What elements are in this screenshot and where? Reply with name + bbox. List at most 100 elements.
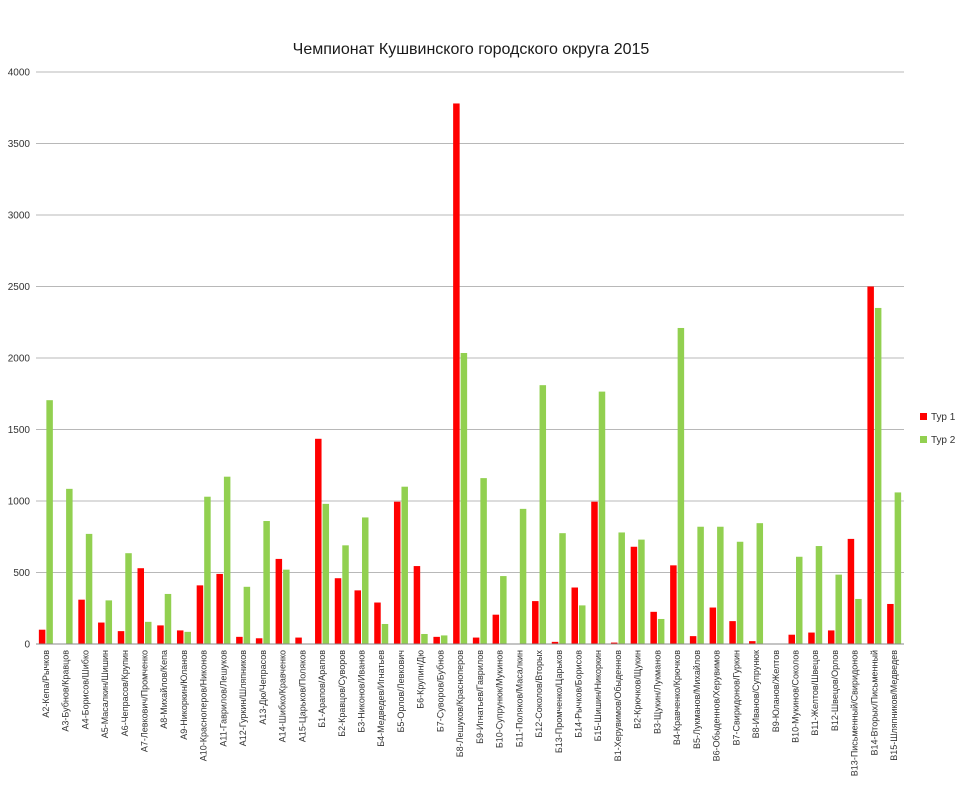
legend-entry-tur2: Тур 2 [920, 435, 956, 446]
y-axis-ticks: 0 500 1000 1500 2000 2500 3000 3500 4000 [8, 68, 31, 651]
bar-tur2 [579, 605, 586, 644]
x-tick-label: В5-Лукманов/Михайлов [692, 650, 702, 749]
bar-tur2 [796, 556, 803, 644]
bar-tur2 [283, 569, 290, 644]
x-tick-label: Б7-Суворов/Бубнов [435, 650, 445, 732]
y-tick-label: 500 [13, 568, 30, 579]
bar-tur1 [532, 601, 539, 644]
y-tick-label: 4000 [8, 68, 31, 79]
x-tick-label: А10-Красноперов/Никонов [199, 650, 209, 761]
bar-tur2 [756, 523, 764, 644]
bar-tur2 [164, 593, 172, 644]
x-tick-label: В14-Вторых/Письменный [869, 650, 879, 756]
bar-tur1 [196, 585, 204, 644]
bar-tur2 [657, 618, 665, 644]
bar-tur1 [374, 602, 381, 644]
bar-tur1 [788, 634, 795, 644]
bar-tur1 [453, 103, 460, 644]
legend-label-tur1: Тур 1 [931, 412, 956, 423]
x-tick-label: А3-Бубнов/Кравцов [61, 650, 71, 732]
bar-tur2 [500, 576, 507, 644]
bar-tur2 [223, 476, 231, 644]
y-tick-label: 1000 [8, 497, 31, 508]
bar-tur1 [729, 621, 736, 644]
x-tick-label: А12-Гуркин/Шляпников [238, 650, 248, 746]
bar-tur1 [176, 630, 184, 644]
bar-tur2 [204, 496, 211, 644]
x-tick-label: В12-Швецов/Орлов [830, 650, 840, 731]
bar-tur1 [255, 638, 263, 644]
bar-tur2 [894, 492, 902, 644]
bar-tur2 [322, 503, 330, 644]
x-tick-label: В3-Щукин/Лукманов [652, 650, 662, 734]
x-tick-label: В13-Письменный/Свиридонов [850, 650, 860, 776]
bar-tur1 [709, 607, 717, 644]
x-tick-label: А13-Дю/Чепрасов [258, 650, 268, 725]
x-tick-label: Б13-Промченко/Царьков [554, 650, 564, 753]
bar-tur1 [689, 636, 697, 644]
bar-tur1 [315, 438, 322, 644]
y-tick-label: 2500 [8, 282, 31, 293]
bar-tur1 [236, 636, 243, 644]
legend-swatch-tur2 [920, 436, 927, 443]
x-tick-label: Б11-Поляков/Масалкин [514, 650, 524, 747]
bar-tur2 [835, 574, 842, 644]
bar-tur2 [243, 586, 251, 644]
bar-tur2 [539, 385, 547, 644]
bar-tur2 [46, 400, 53, 644]
bar-tur2 [263, 521, 270, 644]
bar-tur1 [827, 630, 835, 644]
bar-tur2 [85, 533, 93, 644]
bar-tur1 [670, 565, 677, 644]
x-tick-label: А15-Царьков/Поляков [297, 650, 307, 742]
bar-tur2 [559, 533, 566, 644]
bar-tur2 [697, 526, 704, 644]
x-tick-label: Б10-Супрунюк/Мукинов [495, 650, 505, 748]
bar-tur2 [717, 526, 724, 644]
x-tick-label: Б8-Лешуков/Красноперов [455, 650, 465, 757]
x-tick-label: Б1-Арапов/Арапов [317, 650, 327, 728]
x-tick-label: В2-Крючков/Щукин [633, 650, 643, 729]
bar-tur1 [472, 637, 480, 644]
bar-tur2 [815, 546, 823, 644]
bar-tur1 [433, 636, 440, 644]
x-tick-label: Б14-Рычков/Борисов [574, 650, 584, 738]
bar-tur1 [78, 599, 85, 644]
bar-tur1 [808, 632, 815, 644]
x-tick-label: Б15-Шишин/Никоркин [593, 650, 603, 741]
bar-tur2 [66, 488, 73, 644]
x-tick-label: А5-Масалкин/Шишин [100, 650, 110, 738]
x-axis-ticks: А2-Кепа/Рычков А3-Бубнов/Кравцов А4-Борисо… [41, 650, 899, 777]
legend-entry-tur1: Тур 1 [920, 412, 956, 423]
bar-tur1 [749, 641, 756, 644]
y-tick-label: 3000 [8, 211, 31, 222]
bar-tur1 [275, 558, 283, 644]
bars [38, 103, 902, 644]
bar-tur1 [492, 614, 500, 644]
bar-tur2 [460, 352, 468, 644]
bar-tur1 [137, 568, 144, 644]
bar-tur2 [874, 307, 882, 644]
bar-tur2 [401, 486, 408, 644]
legend: Тур 1 Тур 2 [920, 412, 956, 446]
legend-label-tur2: Тур 2 [931, 435, 956, 446]
bar-tur2 [145, 621, 152, 644]
x-tick-label: Б12-Соколов/Вторых [534, 650, 544, 738]
bar-tur2 [855, 598, 862, 644]
bar-tur1 [393, 501, 401, 644]
bar-tur2 [125, 553, 132, 644]
bar-tur1 [216, 573, 223, 644]
y-tick-label: 2000 [8, 354, 31, 365]
bar-tur2 [598, 391, 606, 644]
x-tick-label: В4-Кравченко/Крючков [672, 650, 682, 745]
bar-tur2 [638, 539, 645, 644]
x-tick-label: А6-Чепрасов/Крупин [120, 650, 130, 736]
bar-tur1 [413, 566, 421, 644]
bar-tur1 [38, 629, 46, 644]
x-tick-label: А4-Борисов/Шибко [80, 650, 90, 729]
chart-title: Чемпионат Кушвинского городского округа … [293, 41, 650, 58]
x-tick-label: Б4-Медведев/Игнатьев [376, 650, 386, 747]
bar-tur1 [354, 590, 361, 644]
x-tick-label: А14-Шибко/Кравченко [278, 650, 288, 742]
